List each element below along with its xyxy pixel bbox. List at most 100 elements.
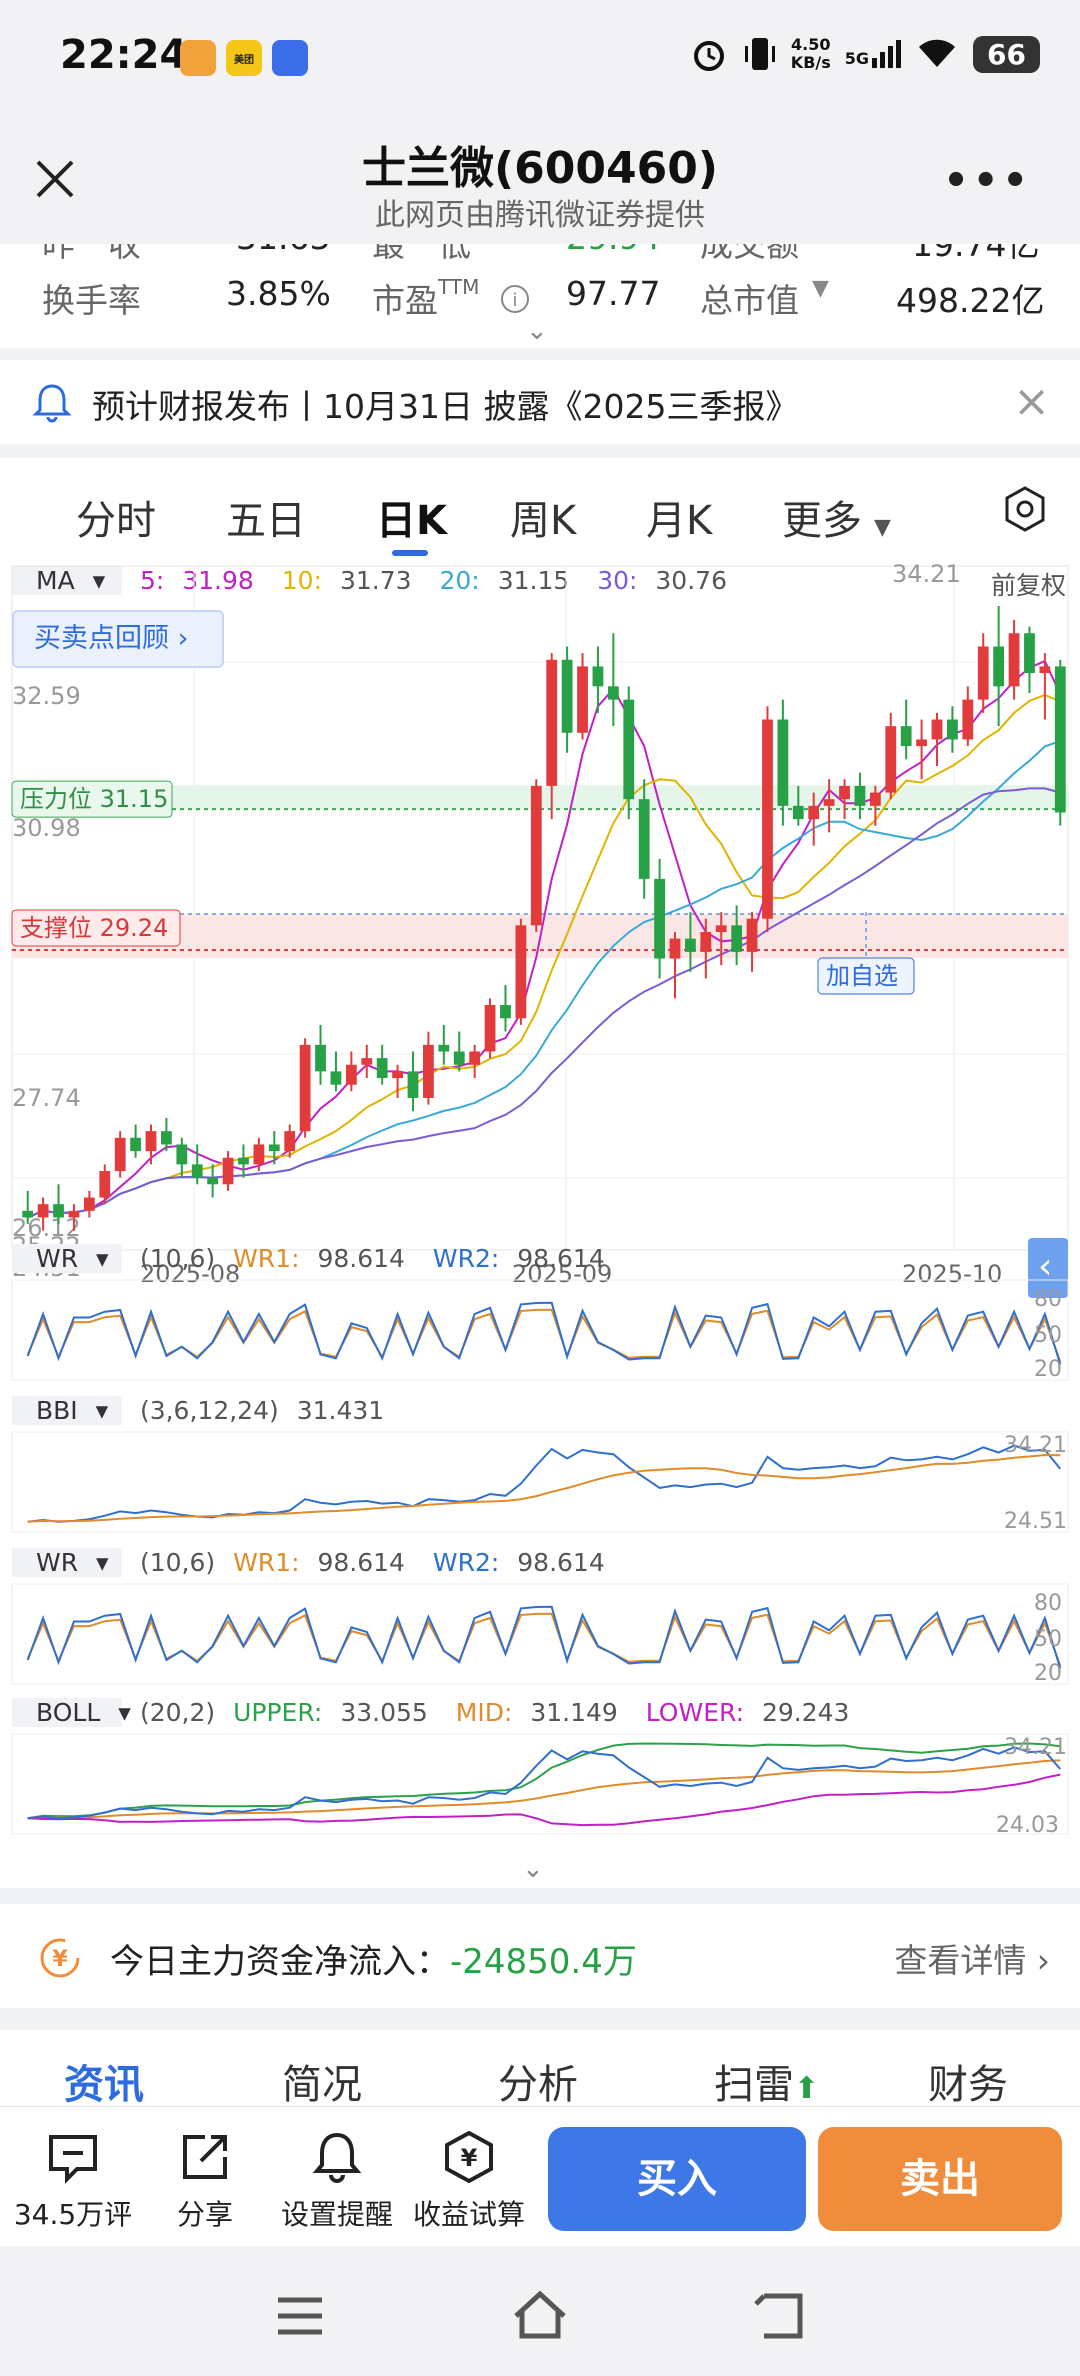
candle-body xyxy=(515,925,527,1019)
candle-body xyxy=(669,938,681,959)
candle-body xyxy=(638,799,650,879)
candle-body xyxy=(423,1044,434,1098)
more-menu-icon[interactable]: ••• xyxy=(943,158,1032,204)
boll-mid-line xyxy=(27,1759,1061,1820)
candle-body xyxy=(500,1005,511,1019)
candle-body xyxy=(839,785,850,800)
candle-body xyxy=(361,1058,373,1065)
tab-monthly-k[interactable]: 月K xyxy=(646,498,713,544)
max-price-label: 34.21 xyxy=(892,560,961,588)
profit-calc-button[interactable]: ¥ 收益试算 xyxy=(404,2129,534,2233)
svg-text:¥: ¥ xyxy=(52,1947,68,1972)
bbi-axis-bottom: 24.51 xyxy=(1004,1509,1067,1534)
wr-legend-1: WR ▾ (10,6) WR1: 98.614 WR2: 98.614 xyxy=(12,1244,625,1280)
candle-body xyxy=(623,699,635,800)
tab-weekly-k[interactable]: 周K xyxy=(510,498,577,544)
app-icon-1 xyxy=(180,40,216,76)
tab-analysis[interactable]: 分析 xyxy=(498,2062,578,2106)
candle-body xyxy=(453,1051,465,1065)
wr-selector-2[interactable]: WR ▾ xyxy=(12,1548,122,1577)
candle-body xyxy=(99,1170,111,1198)
info-icon[interactable]: i xyxy=(498,282,532,316)
candle-body xyxy=(68,1210,80,1218)
tab-finance[interactable]: 财务 xyxy=(928,2062,1008,2106)
wr-selector-1[interactable]: WR ▾ xyxy=(12,1244,122,1273)
candle-body xyxy=(808,805,820,820)
resistance-label-box xyxy=(11,780,173,818)
candle-body xyxy=(238,1157,249,1165)
candle-body xyxy=(191,1164,203,1178)
tab-more[interactable]: 更多 ▼ xyxy=(782,498,891,544)
candle-body xyxy=(407,1071,419,1098)
status-indicators: 4.50 KB/s 5G 66 xyxy=(689,34,1040,74)
earnings-notice[interactable]: 预计财报发布丨10月31日 披露《2025三季报》 × xyxy=(0,360,1080,444)
osc-axis-mid: 50 xyxy=(1034,1323,1062,1348)
resistance-label: 压力位 31.15 xyxy=(20,785,168,813)
vibrate-icon xyxy=(744,38,775,70)
total-value-dropdown-icon[interactable]: ▼ xyxy=(812,276,829,301)
bottom-action-bar: 34.5万评 分享 设置提醒 ¥ 收益试算 买入 卖出 xyxy=(0,2106,1080,2246)
candle-body xyxy=(977,646,989,700)
nav-header: 士兰微(600460) 此网页由腾讯微证券提供 ••• xyxy=(0,118,1080,244)
chart-settings-icon[interactable] xyxy=(1000,484,1050,534)
watchlist-marker-label: 加自选 xyxy=(826,962,898,990)
close-icon[interactable] xyxy=(30,154,80,204)
collapse-chevron-icon[interactable]: ⌄ xyxy=(522,1854,544,1884)
svg-text:¥: ¥ xyxy=(461,2144,478,2172)
candle-body xyxy=(345,1064,357,1085)
candle-body xyxy=(83,1197,95,1211)
back-icon[interactable] xyxy=(750,2286,810,2346)
candle-body xyxy=(869,792,881,806)
net-speed: 4.50 KB/s xyxy=(790,35,831,72)
osc-axis-bottom: 20 xyxy=(1034,1357,1062,1382)
ma-selector[interactable]: MA ▾ xyxy=(12,566,122,595)
candle-body xyxy=(1039,666,1051,674)
candle-body xyxy=(762,719,773,919)
menu-icon[interactable] xyxy=(270,2286,330,2346)
tab-overview[interactable]: 简况 xyxy=(282,2062,362,2106)
home-icon[interactable] xyxy=(510,2286,570,2346)
support-label: 支撑位 29.24 xyxy=(20,914,168,942)
boll-selector[interactable]: BOLL ▾ xyxy=(12,1698,131,1727)
bbi-selector[interactable]: BBI ▾ xyxy=(12,1396,122,1425)
x-tick-label: 2025-08 xyxy=(140,1260,240,1288)
x-tick-label: 2025-09 xyxy=(512,1260,612,1288)
tab-daily-k[interactable]: 日K xyxy=(376,498,447,544)
candle-body xyxy=(253,1144,265,1165)
tab-risk-scan[interactable]: 扫雷⬆ xyxy=(714,2062,820,2106)
arrow-up-icon: ⬆ xyxy=(794,2071,820,2106)
osc-axis-bottom: 20 xyxy=(1034,1661,1062,1686)
candle-body xyxy=(53,1204,64,1218)
trade-replay-button[interactable]: 买卖点回顾 › xyxy=(12,610,224,668)
view-details-link[interactable]: 查看详情 › xyxy=(894,1941,1050,1980)
comments-button[interactable]: 34.5万评 xyxy=(8,2129,138,2233)
boll-panel-frame xyxy=(11,1733,1069,1835)
main-funds-flow[interactable]: ¥ 今日主力资金净流入：-24850.4万 查看详情 › xyxy=(0,1904,1080,2008)
tab-five-day[interactable]: 五日 xyxy=(226,498,306,544)
candle-body xyxy=(731,925,743,952)
tab-news[interactable]: 资讯 xyxy=(64,2062,144,2106)
signal-icon: 5G xyxy=(845,40,902,68)
share-button[interactable]: 分享 xyxy=(140,2129,270,2233)
buy-button[interactable]: 买入 xyxy=(548,2127,806,2231)
expand-chevron-icon[interactable]: ⌄ xyxy=(526,316,548,346)
tab-minute[interactable]: 分时 xyxy=(76,498,156,544)
candle-body xyxy=(284,1131,296,1152)
boll-price-line xyxy=(27,1746,1062,1820)
osc-axis-top: 80 xyxy=(1034,1287,1062,1312)
bell-icon xyxy=(32,384,72,423)
y-tick-label: 26.12 xyxy=(12,1214,81,1242)
adjust-mode[interactable]: 前复权 xyxy=(990,571,1066,600)
candle-body xyxy=(546,659,558,786)
bbi-panel-frame xyxy=(11,1431,1069,1533)
set-alert-button[interactable]: 设置提醒 xyxy=(272,2129,402,2233)
notice-close-icon[interactable]: × xyxy=(1013,376,1050,427)
candle-body xyxy=(592,666,604,687)
sell-button[interactable]: 卖出 xyxy=(818,2127,1062,2231)
comment-icon xyxy=(49,2135,97,2184)
candle-body xyxy=(530,785,542,926)
bbi-price-line xyxy=(27,1444,1062,1523)
candle-body xyxy=(207,1177,219,1185)
info-tabs: 资讯 简况 分析 扫雷⬆ 财务 xyxy=(0,2030,1080,2106)
